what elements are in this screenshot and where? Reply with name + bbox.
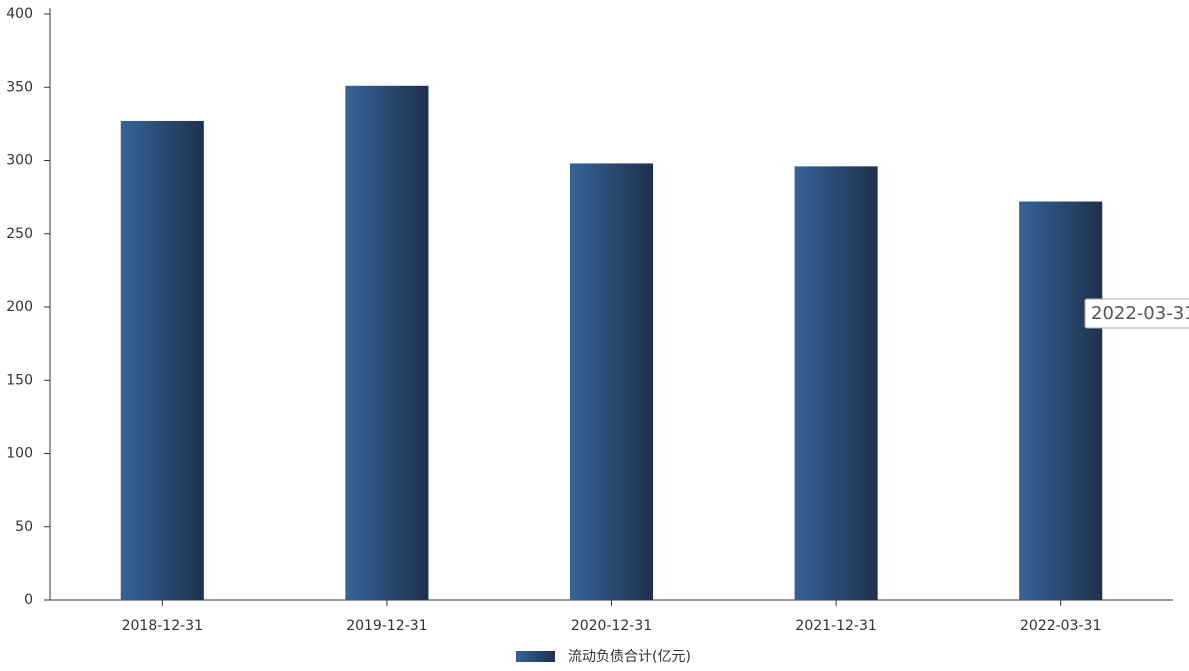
legend-label: 流动负债合计(亿元) [568,649,691,665]
legend-swatch [516,651,555,662]
y-tick-label: 400 [6,6,33,22]
y-tick-label: 350 [6,79,33,95]
x-tick-label: 2022-03-31 [1020,618,1101,634]
y-tick-label: 200 [6,299,33,315]
y-tick-label: 250 [6,226,33,242]
bar [345,85,429,600]
y-tick-label: 100 [6,446,33,462]
x-tick-label: 2018-12-31 [122,618,203,634]
bar [1019,201,1103,600]
y-tick-label: 0 [24,592,33,608]
y-tick-label: 300 [6,153,33,169]
y-tick-label: 150 [6,372,33,388]
tooltip-box [1084,298,1189,329]
x-tick-label: 2020-12-31 [571,618,652,634]
x-tick-label: 2019-12-31 [346,618,427,634]
bar [120,120,204,600]
tooltip-label: 2022-03-31 [1091,303,1189,324]
y-tick-label: 50 [15,519,33,535]
x-tick-label: 2021-12-31 [795,618,876,634]
bar [794,166,878,601]
bar [569,163,654,600]
